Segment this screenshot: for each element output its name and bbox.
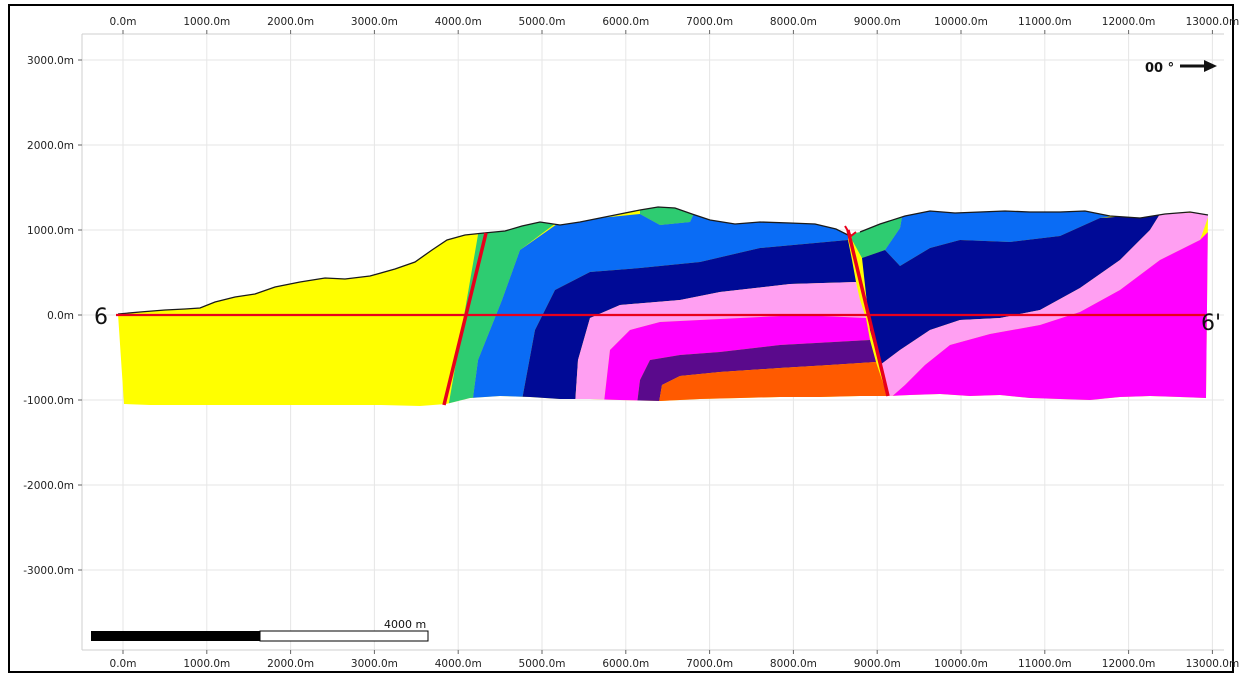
scale-bar-label: 4000 m <box>384 618 426 631</box>
x-tick-label: 3000.0m <box>351 658 398 670</box>
scale-bar-filled <box>91 631 260 641</box>
y-tick-label: -1000.0m <box>23 395 74 407</box>
x-tick-label: 7000.0m <box>686 658 733 670</box>
x-tick-label: 11000.0m <box>1018 16 1072 28</box>
x-tick-label: 1000.0m <box>183 16 230 28</box>
y-tick-label: 0.0m <box>47 310 74 322</box>
y-tick-label: -3000.0m <box>23 565 74 577</box>
x-tick-label: 4000.0m <box>435 658 482 670</box>
azimuth-label: 00 ° <box>1145 61 1174 76</box>
x-tick-label: 6000.0m <box>602 16 649 28</box>
x-tick-label: 9000.0m <box>854 16 901 28</box>
x-tick-label: 13000.0m <box>1186 658 1240 670</box>
x-tick-label: 10000.0m <box>934 658 988 670</box>
x-tick-label: 13000.0m <box>1186 16 1240 28</box>
x-tick-label: 12000.0m <box>1102 16 1156 28</box>
x-tick-label: 7000.0m <box>686 16 733 28</box>
y-tick-label: 3000.0m <box>27 55 74 67</box>
x-tick-label: 3000.0m <box>351 16 398 28</box>
x-tick-label: 2000.0m <box>267 658 314 670</box>
x-tick-label: 0.0m <box>110 658 137 670</box>
x-tick-label: 5000.0m <box>519 16 566 28</box>
x-tick-label: 1000.0m <box>183 658 230 670</box>
x-tick-label: 5000.0m <box>519 658 566 670</box>
x-tick-label: 8000.0m <box>770 658 817 670</box>
x-tick-label: 8000.0m <box>770 16 817 28</box>
section-start-label: 6 <box>94 305 108 330</box>
x-tick-label: 6000.0m <box>602 658 649 670</box>
scale-bar-empty <box>260 631 428 641</box>
x-tick-label: 11000.0m <box>1018 658 1072 670</box>
x-tick-label: 10000.0m <box>934 16 988 28</box>
x-tick-label: 2000.0m <box>267 16 314 28</box>
y-tick-label: -2000.0m <box>23 480 74 492</box>
section-end-label: 6' <box>1201 311 1221 336</box>
y-tick-label: 2000.0m <box>27 140 74 152</box>
x-tick-label: 9000.0m <box>854 658 901 670</box>
y-tick-label: 1000.0m <box>27 225 74 237</box>
x-tick-label: 0.0m <box>110 16 137 28</box>
x-tick-label: 4000.0m <box>435 16 482 28</box>
x-tick-label: 12000.0m <box>1102 658 1156 670</box>
